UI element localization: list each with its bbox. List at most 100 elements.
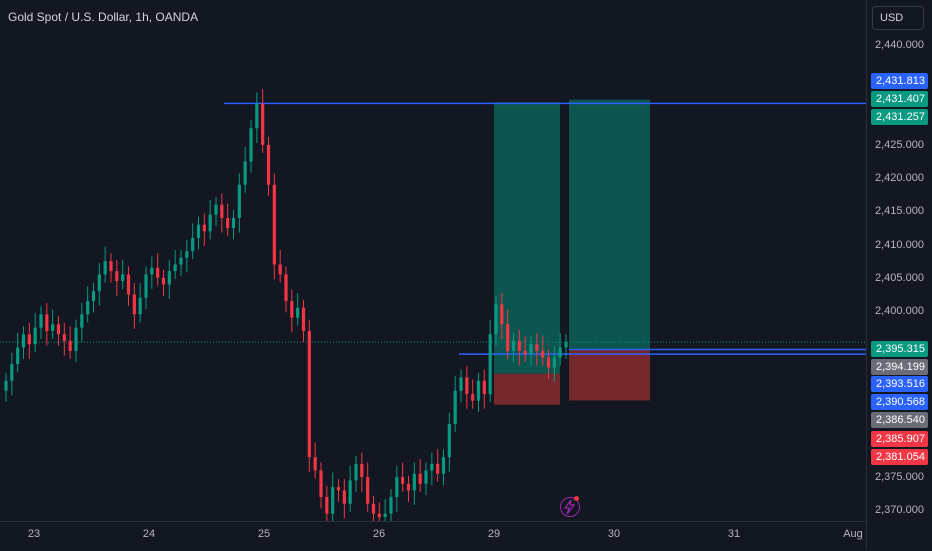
candle-body	[150, 267, 154, 275]
candle-body	[471, 394, 475, 401]
candle-body	[546, 357, 551, 368]
candle-body	[459, 377, 463, 391]
position-profit-zone	[494, 102, 560, 374]
candle-body	[68, 340, 72, 351]
price-tick-label: 2,425.000	[875, 138, 924, 151]
currency-button[interactable]: USD	[872, 6, 924, 30]
candle-body	[21, 334, 26, 348]
candle-body	[476, 380, 481, 401]
price-tick-label: 2,415.000	[875, 205, 924, 218]
price-tag: 2,431.813	[871, 73, 928, 89]
price-tag: 2,395.315	[871, 341, 928, 357]
candle-body	[10, 364, 14, 381]
candle-body	[51, 324, 55, 331]
candle-body	[506, 324, 510, 351]
candle-body	[126, 274, 131, 295]
candle-body	[144, 274, 148, 298]
price-tag: 2,385.907	[871, 431, 928, 447]
candle-body	[56, 324, 61, 335]
candle-body	[185, 251, 189, 258]
candle-body	[33, 327, 37, 345]
time-tick-label: Aug	[843, 528, 863, 540]
candle-body	[354, 463, 358, 481]
candle-body	[541, 350, 545, 358]
candle-body	[395, 477, 399, 498]
position-profit-zone	[569, 99, 650, 350]
candle-body	[296, 307, 300, 318]
candle-body	[156, 267, 160, 278]
candle-body	[412, 473, 416, 491]
candle-body	[307, 330, 311, 458]
candle-body	[74, 327, 78, 351]
price-tag: 2,393.516	[871, 376, 928, 392]
candle-body	[132, 294, 136, 315]
position-zones	[494, 99, 650, 405]
time-tick-label: 29	[487, 528, 501, 540]
candle-body	[447, 423, 451, 458]
candle-body	[336, 487, 341, 491]
lightning-alert-icon[interactable]	[560, 497, 580, 517]
candle-body	[173, 264, 177, 272]
candle-body	[45, 314, 49, 331]
candle-body	[231, 217, 236, 228]
candle-body	[377, 513, 381, 517]
price-tag: 2,386.540	[871, 412, 928, 428]
price-tick-label: 2,400.000	[875, 305, 924, 317]
candle-body	[278, 264, 282, 275]
price-tick-label: 2,420.000	[875, 172, 924, 185]
candle-body	[220, 204, 224, 218]
candle-body	[383, 513, 387, 517]
candle-body	[424, 470, 428, 484]
candle-body	[208, 214, 212, 232]
price-tick-label: 2,405.000	[875, 271, 924, 284]
candle-body	[430, 463, 434, 471]
candle-body	[342, 490, 346, 504]
candle-body	[348, 480, 352, 504]
candle-body	[243, 161, 247, 185]
position-loss-zone	[494, 373, 560, 405]
horizontal-lines	[0, 102, 866, 355]
candle-body	[290, 301, 294, 318]
candle-body	[558, 347, 562, 358]
candle-body	[523, 350, 527, 355]
candle-body	[389, 497, 393, 514]
candle-body	[418, 473, 422, 484]
candle-body	[115, 271, 119, 282]
candle-body	[331, 487, 335, 514]
candle-body	[27, 334, 31, 345]
candle-body	[535, 344, 539, 351]
price-tag: 2,390.568	[871, 394, 928, 410]
candle-body	[488, 334, 492, 395]
candle-body	[249, 128, 253, 162]
candle-body	[16, 347, 20, 365]
candle-body	[441, 457, 446, 474]
time-tick-label: 23	[27, 528, 41, 540]
candle-body	[121, 274, 125, 282]
chart-plot[interactable]	[0, 0, 866, 521]
candle-body	[284, 274, 288, 302]
time-tick-label: 25	[257, 528, 271, 540]
candle-body	[482, 380, 486, 395]
candle-body	[255, 103, 259, 129]
candle-body	[191, 237, 195, 252]
price-tick-label: 2,375.000	[875, 471, 924, 484]
candle-body	[325, 497, 329, 514]
candle-body	[406, 483, 411, 491]
candle-body	[319, 470, 323, 498]
position-loss-zone	[569, 349, 650, 401]
time-axis[interactable]	[0, 521, 866, 551]
candle-body	[167, 271, 171, 285]
candle-body	[97, 274, 101, 292]
price-tag: 2,431.407	[871, 91, 928, 107]
time-tick-label: 24	[142, 528, 156, 540]
candle-body	[179, 257, 183, 265]
candle-body	[91, 291, 96, 302]
candle-body	[494, 304, 498, 335]
candle-body	[436, 463, 440, 474]
price-tick-label: 2,370.000	[875, 504, 924, 517]
candle-body	[62, 334, 66, 341]
candle-body	[226, 217, 230, 228]
candle-body	[552, 357, 556, 368]
candle-body	[196, 224, 201, 238]
candle-body	[80, 314, 84, 328]
